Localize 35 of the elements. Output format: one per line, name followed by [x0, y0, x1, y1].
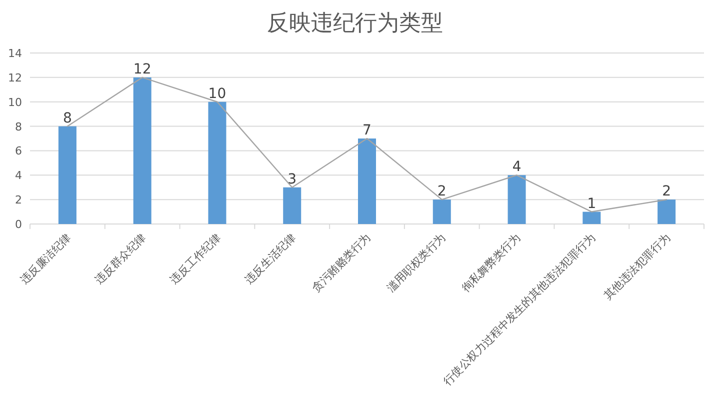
y-tick-label: 4	[15, 169, 22, 182]
x-tick-label: 滥用职权类行为	[384, 230, 448, 295]
y-tick-label: 0	[15, 218, 22, 231]
x-tick-label: 违反工作纪律	[167, 230, 224, 287]
bar	[508, 175, 526, 224]
bar	[432, 200, 451, 224]
bar	[358, 138, 376, 224]
data-label: 3	[288, 171, 297, 188]
x-tick-label: 违反生活纪律	[242, 230, 298, 287]
bar	[58, 126, 76, 224]
y-tick-label: 10	[8, 96, 22, 109]
data-label: 12	[133, 61, 152, 78]
data-label: 4	[512, 159, 522, 176]
chart-title: 反映违纪行为类型	[267, 11, 443, 36]
x-tick-label: 违反廉洁纪律	[18, 230, 74, 287]
bar	[582, 212, 601, 224]
x-tick-label: 徇私舞弊类行为	[459, 230, 523, 295]
y-tick-label: 12	[8, 71, 22, 84]
x-tick-label: 违反群众纪律	[92, 230, 148, 287]
bar	[283, 187, 302, 224]
data-label: 1	[587, 196, 596, 212]
data-label: 10	[208, 86, 226, 102]
bar	[208, 102, 226, 224]
y-tick-label: 2	[15, 194, 22, 207]
y-tick-label: 6	[15, 144, 22, 158]
data-label: 7	[362, 122, 372, 138]
data-label: 2	[662, 184, 672, 200]
bar	[658, 200, 676, 224]
data-label: 2	[437, 184, 446, 200]
bar	[133, 77, 152, 224]
x-tick-label: 其他违法犯罪行为	[601, 230, 673, 302]
x-tick-label: 贪污贿赂类行为	[309, 230, 374, 295]
y-tick-label: 8	[15, 120, 22, 134]
data-label: 8	[62, 110, 72, 126]
y-tick-label: 14	[8, 47, 22, 60]
